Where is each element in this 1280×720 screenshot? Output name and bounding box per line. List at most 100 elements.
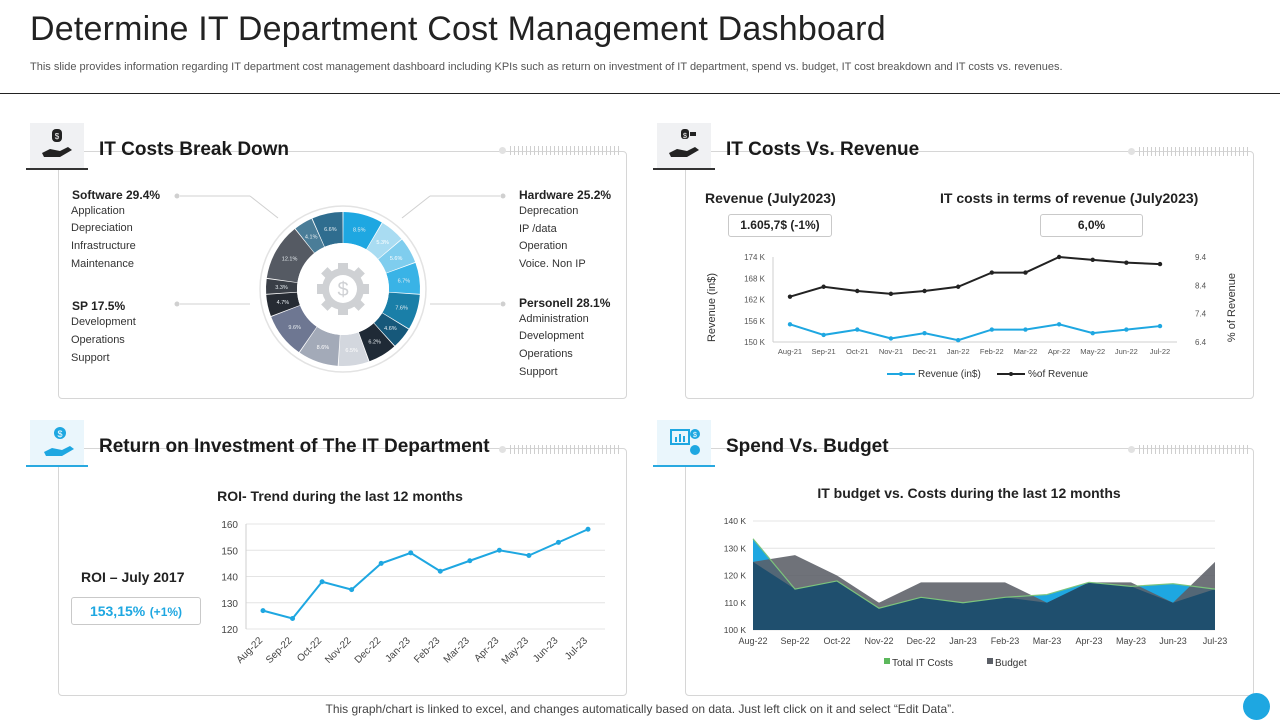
software-head: Software 29.4% (72, 188, 161, 202)
x-tick-label: Oct-22 (295, 635, 324, 664)
svg-text:$: $ (683, 133, 687, 140)
data-point (1023, 327, 1028, 332)
y2-tick-label: 9.4 (1195, 253, 1207, 262)
x-tick-label: Jul-22 (1150, 347, 1170, 356)
breakdown-icon-box: $ (30, 123, 84, 169)
x-tick-label: Jan-22 (947, 347, 970, 356)
x-tick-label: Aug-21 (778, 347, 802, 356)
data-point (989, 270, 995, 275)
breakdown-title: IT Costs Break Down (99, 139, 290, 160)
data-point (922, 288, 927, 294)
data-point (855, 327, 860, 332)
dollar-hand-icon: $ (44, 427, 74, 456)
y-tick-label: 150 K (744, 338, 766, 347)
spend-title-dot (1128, 446, 1135, 453)
revenue-line-chart: 174 K 168 K 162 K 156 K 150 K 9.4 8.4 7.4 6.4 Aug… (706, 253, 1238, 380)
x-tick-label: Nov-22 (864, 636, 893, 646)
y-tick-label: 156 K (744, 317, 766, 326)
x-tick-label: May-23 (500, 635, 532, 667)
y-tick-label: 120 (221, 625, 238, 636)
donut-slice (266, 278, 298, 294)
hardware-head: Hardware 25.2% (519, 188, 612, 202)
x-tick-label: Mar-23 (1033, 636, 1062, 646)
data-point (585, 526, 591, 532)
donut-slice-label: 5.3% (376, 240, 389, 246)
y-tick-label: 140 K (724, 516, 747, 526)
it-cost-percent-label: IT costs in terms of revenue (July2023) (940, 190, 1199, 206)
x-tick-label: Dec-21 (912, 347, 936, 356)
data-point (1124, 260, 1129, 265)
breakdown-connectors (174, 193, 506, 307)
donut-slice-label: 6.6% (324, 227, 337, 233)
donut-slice-label: 9.6% (288, 325, 301, 331)
revenue-panel (685, 151, 1254, 399)
revenue-kpi-label: Revenue (July2023) (705, 190, 836, 206)
sp-item: Operations (71, 334, 125, 346)
y2-axis-title: % of Revenue (1226, 273, 1238, 342)
x-tick-label: Feb-23 (412, 635, 442, 665)
donut-slice (358, 323, 395, 362)
data-point (1023, 270, 1028, 275)
donut-slice (338, 332, 369, 366)
revenue-kpi-value: 1.605,7$ (-1%) (728, 214, 832, 237)
legend-swatch (987, 658, 993, 664)
legend-label: Budget (995, 658, 1027, 669)
software-item: Application (71, 205, 125, 217)
y2-tick-label: 8.4 (1195, 281, 1207, 290)
donut-slice (343, 212, 382, 250)
hardware-item: Deprecation (519, 205, 579, 217)
roi-title-ticks (510, 445, 620, 454)
donut-slice (382, 292, 420, 329)
donut-slice (378, 239, 416, 273)
legend-swatch (884, 658, 890, 664)
x-tick-label: Aug-22 (235, 635, 266, 666)
donut-slice-label: 4.1% (305, 234, 318, 240)
footer-note: This graph/chart is linked to excel, and… (325, 702, 955, 716)
y-tick-label: 130 K (724, 543, 747, 553)
x-tick-label: Mar-23 (442, 635, 472, 665)
data-point (1090, 257, 1095, 263)
budget-area-chart: IT budget vs. Costs during the last 12 m… (724, 485, 1227, 669)
donut-slice-label: 4.7% (277, 300, 290, 306)
software-item: Infrastructure (71, 240, 136, 252)
donut-slices: 8.5% 5.3% 5.6% 6.7% 7.6% 4.6% 6.2% 6.5% 8.6% 9.6%… (266, 212, 420, 366)
data-point (467, 558, 473, 564)
data-point (1157, 323, 1163, 329)
donut-slice (271, 305, 317, 353)
roi-kpi-label: ROI – July 2017 (81, 569, 185, 585)
y-tick-label: 162 K (744, 296, 766, 305)
x-tick-label: Jan-23 (383, 635, 413, 665)
y-tick-label: 168 K (744, 274, 766, 283)
x-tick-label: Nov-22 (323, 635, 354, 666)
data-point (1090, 330, 1095, 336)
y-tick-label: 100 K (724, 625, 747, 635)
legend-marker (899, 372, 903, 376)
svg-text:$: $ (55, 132, 60, 141)
money-hand-icon: $ (669, 129, 699, 157)
overlap-area (753, 561, 1215, 630)
data-point (526, 553, 532, 558)
software-item: Depreciation (71, 222, 133, 234)
data-point (922, 330, 927, 336)
personell-head: Personell 28.1% (519, 296, 611, 310)
x-tick-label: Jun-22 (1115, 347, 1138, 356)
breakdown-title-ticks (510, 146, 620, 155)
x-tick-label: Mar-22 (1014, 347, 1038, 356)
legend-label: Revenue (in$) (918, 369, 981, 380)
donut-slice (312, 212, 343, 247)
data-point (1056, 254, 1062, 260)
hardware-item: Operation (519, 240, 568, 252)
legend-label: Total IT Costs (892, 658, 953, 669)
sp-head: SP 17.5% (72, 299, 126, 313)
costs-outline (752, 538, 1216, 609)
data-point (989, 327, 995, 332)
roi-panel (58, 448, 627, 696)
donut-slice (295, 218, 325, 253)
svg-text:$: $ (693, 432, 697, 439)
budget-monitor-icon: $ (670, 429, 700, 455)
corner-badge (1243, 693, 1270, 720)
sp-item: Development (71, 316, 136, 328)
data-point (821, 284, 826, 289)
data-point (1056, 322, 1062, 327)
revenue-icon-box: $ (657, 123, 711, 169)
